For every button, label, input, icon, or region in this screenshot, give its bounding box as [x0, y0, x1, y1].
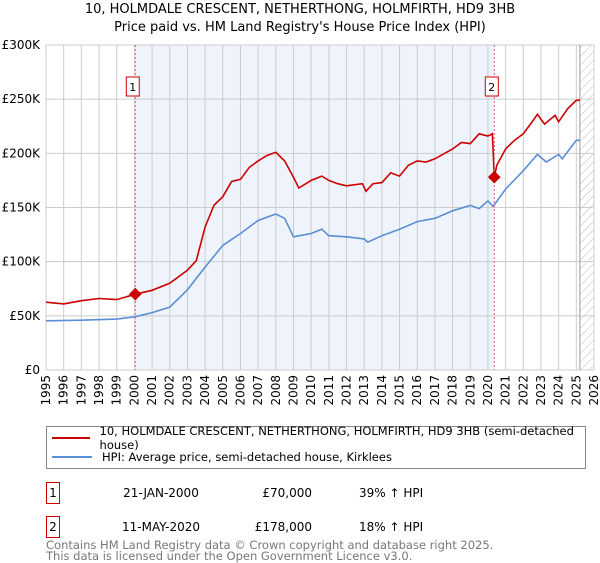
x-tick-label: 2009 [286, 375, 300, 406]
x-tick-label: 2003 [180, 375, 194, 406]
legend-label: HPI: Average price, semi-detached house,… [102, 450, 392, 464]
legend: 10, HOLMDALE CRESCENT, NETHERTHONG, HOLM… [46, 424, 586, 469]
x-tick-label: 2010 [304, 375, 318, 406]
transaction-marker: 2 [46, 516, 60, 538]
y-tick-label: £250K [2, 92, 42, 106]
y-tick-label: £100K [2, 255, 42, 269]
legend-item-hpi: HPI: Average price, semi-detached house,… [47, 448, 392, 466]
x-tick-label: 1995 [39, 375, 53, 406]
footer-licence: This data is licensed under the Open Gov… [46, 549, 413, 563]
y-tick-label: £50K [9, 309, 41, 323]
transaction-hpi: 39% ↑ HPI [359, 486, 424, 500]
x-tick-label: 2021 [499, 375, 513, 406]
x-tick-label: 2007 [251, 375, 265, 406]
legend-item-property: 10, HOLMDALE CRESCENT, NETHERTHONG, HOLM… [47, 424, 585, 452]
x-tick-label: 2018 [446, 375, 460, 406]
transaction-row: 2 11-MAY-2020 £178,000 18% ↑ HPI [46, 516, 546, 538]
x-tick-label: 2019 [463, 375, 477, 406]
x-tick-label: 2011 [322, 375, 336, 406]
legend-label: 10, HOLMDALE CRESCENT, NETHERTHONG, HOLM… [99, 424, 574, 452]
x-tick-label: 2014 [375, 375, 389, 406]
chart-title: 10, HOLMDALE CRESCENT, NETHERTHONG, HOLM… [84, 2, 516, 17]
chart-subtitle: Price paid vs. HM Land Registry's House … [114, 20, 486, 35]
sale-point [487, 170, 501, 184]
x-tick-label: 2023 [534, 375, 548, 406]
red-line-swatch [52, 437, 90, 439]
transaction-date: 11-MAY-2020 [121, 520, 200, 534]
x-tick-label: 1998 [92, 375, 106, 406]
x-tick-label: 2008 [269, 375, 283, 406]
hpi-line [45, 139, 580, 322]
x-tick-label: 1997 [74, 375, 88, 406]
transaction-row: 1 21-JAN-2000 £70,000 39% ↑ HPI [46, 482, 546, 504]
footer-copyright: Contains HM Land Registry data © Crown c… [46, 538, 494, 552]
x-tick-label: 2026 [587, 375, 600, 406]
x-tick-label: 2013 [357, 375, 371, 406]
blue-line-swatch [52, 456, 92, 458]
x-tick-label: 2024 [552, 375, 566, 406]
x-tick-label: 2004 [198, 375, 212, 406]
x-tick-label: 2012 [340, 375, 354, 406]
x-tick-label: 2002 [163, 375, 177, 406]
x-tick-label: 1996 [57, 375, 71, 406]
y-tick-label: £200K [2, 146, 42, 160]
x-tick-label: 2025 [569, 375, 583, 406]
x-tick-label: 2016 [410, 375, 424, 406]
y-tick-label: £300K [2, 38, 42, 52]
property-price-line [45, 99, 580, 305]
sale-label-box [484, 76, 499, 97]
x-tick-label: 2005 [216, 375, 230, 406]
x-tick-label: 1999 [110, 375, 124, 406]
y-tick-label: £150K [2, 201, 42, 215]
price-chart: 1 2 1995 1996 1997 1998 1999 2000 2001 2002 2003 20… [2, 38, 600, 406]
x-tick-label: 2017 [428, 375, 442, 406]
x-tick-label: 2015 [393, 375, 407, 406]
sale-point [128, 287, 142, 301]
y-tick-label: £0 [25, 363, 40, 377]
transaction-marker: 1 [46, 482, 60, 504]
sale-label-box [125, 76, 140, 97]
x-tick-label: 2006 [233, 375, 247, 406]
transaction-hpi: 18% ↑ HPI [359, 520, 424, 534]
transaction-price: £70,000 [262, 486, 312, 500]
sale-label: 1 [129, 81, 136, 94]
x-tick-label: 2022 [516, 375, 530, 406]
x-tick-label: 2001 [145, 375, 159, 406]
transaction-date: 21-JAN-2000 [123, 486, 199, 500]
transaction-price: £178,000 [254, 520, 312, 534]
x-tick-label: 2000 [127, 375, 141, 406]
x-tick-label: 2020 [481, 375, 495, 406]
sale-label: 2 [488, 81, 495, 94]
